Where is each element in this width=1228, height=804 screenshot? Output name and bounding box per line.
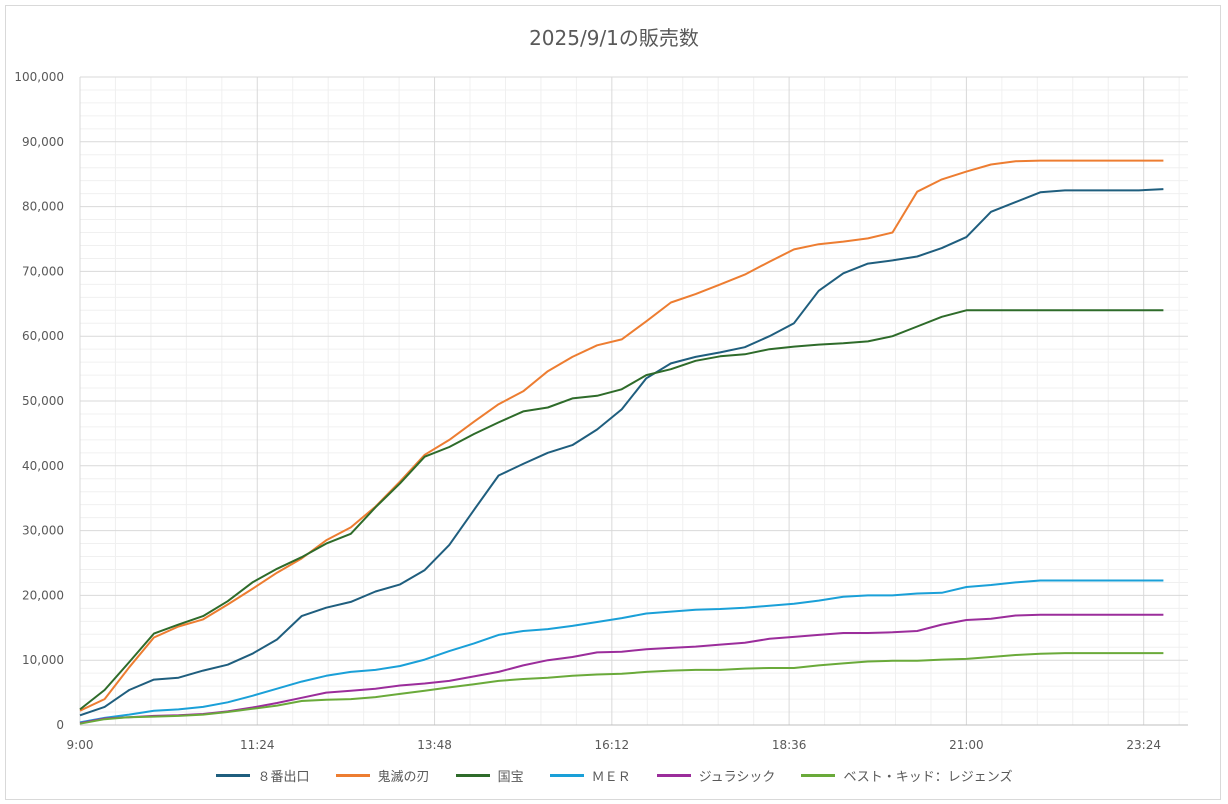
legend: ８番出口 鬼滅の刃 国宝 ＭＥＲ ジュラシック ベスト・キッド：レジェンズ [0, 766, 1228, 785]
series-line [79, 652, 1164, 725]
y-tick-label: 10,000 [22, 653, 64, 667]
x-tick-label: 11:24 [240, 738, 275, 752]
y-tick-label: 90,000 [22, 135, 64, 149]
legend-label: ＭＥＲ [591, 770, 631, 785]
series-line [79, 309, 1164, 711]
chart-area [5, 5, 1221, 800]
y-tick-label: 60,000 [22, 329, 64, 343]
legend-label: 鬼滅の刃 [377, 770, 430, 785]
legend-item: ＭＥＲ [549, 766, 631, 785]
legend-swatch [656, 774, 691, 777]
series-line [79, 579, 1164, 724]
legend-label: 国宝 [497, 770, 524, 785]
series-line [79, 188, 1164, 717]
x-tick-label: 16:12 [595, 738, 630, 752]
legend-item: ジュラシック [656, 766, 776, 785]
y-tick-label: 20,000 [22, 588, 64, 602]
x-tick-label: 23:24 [1126, 738, 1161, 752]
legend-label: ８番出口 [257, 770, 310, 785]
x-tick-label: 9:00 [67, 738, 94, 752]
x-tick-label: 21:00 [949, 738, 984, 752]
y-tick-label: 70,000 [22, 264, 64, 278]
y-tick-label: 80,000 [22, 200, 64, 214]
legend-swatch [549, 774, 584, 777]
legend-item: 国宝 [455, 766, 524, 785]
legend-item: 鬼滅の刃 [335, 766, 430, 785]
legend-swatch [455, 774, 490, 777]
x-tick-label: 13:48 [417, 738, 452, 752]
y-tick-label: 100,000 [14, 70, 64, 84]
legend-item: ８番出口 [215, 766, 310, 785]
legend-swatch [801, 774, 836, 777]
legend-label: ベスト・キッド：レジェンズ [843, 770, 1013, 785]
x-tick-label: 18:36 [772, 738, 807, 752]
legend-swatch [215, 774, 250, 777]
legend-item: ベスト・キッド：レジェンズ [801, 766, 1012, 785]
legend-label: ジュラシック [698, 770, 776, 785]
legend-swatch [335, 774, 370, 777]
y-tick-label: 50,000 [22, 394, 64, 408]
series-line [79, 159, 1164, 712]
y-tick-label: 30,000 [22, 524, 64, 538]
chart-title: 2025/9/1の販売数 [529, 26, 699, 50]
y-tick-label: 0 [56, 718, 64, 732]
y-tick-label: 40,000 [22, 459, 64, 473]
series-line [79, 613, 1164, 725]
